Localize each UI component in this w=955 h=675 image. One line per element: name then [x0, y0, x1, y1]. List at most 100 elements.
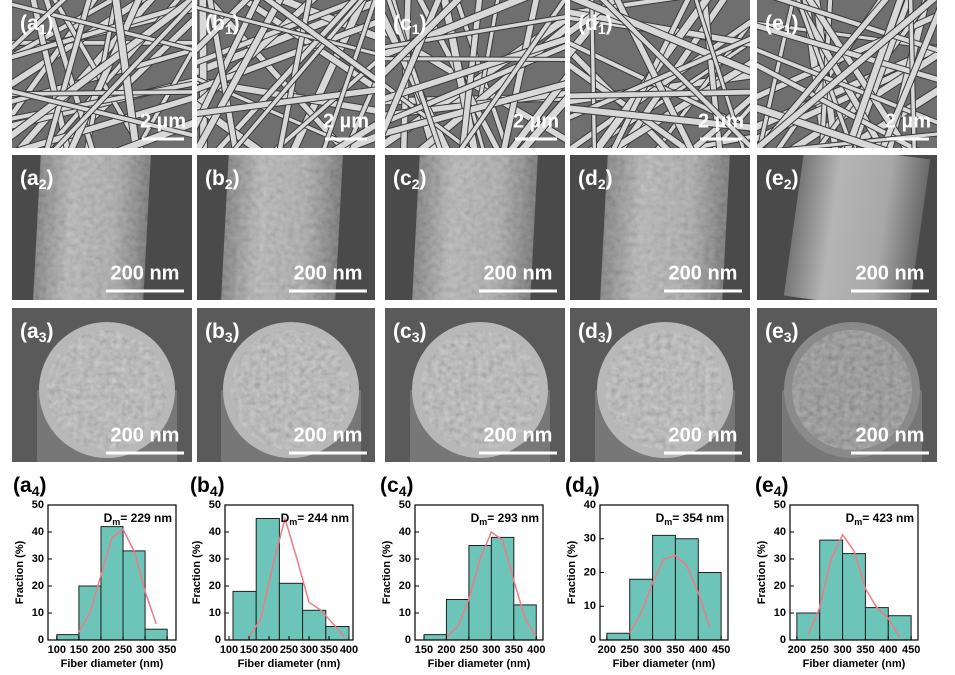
fiber [53, 1, 192, 148]
fiber [17, 95, 192, 148]
y-tick-label: 20 [774, 580, 786, 592]
panel-label: (a2) [20, 167, 53, 192]
panel-label-part: 2 [412, 176, 420, 192]
cross-section-texture [420, 330, 540, 450]
scale-label: 200 nm [669, 262, 738, 284]
panel-label-part: (b [205, 320, 225, 343]
x-tick-label: 250 [621, 644, 639, 656]
fiber [757, 0, 795, 148]
fiber [570, 62, 690, 148]
chart-label-part: ) [593, 474, 600, 497]
annotation-part: m [112, 517, 120, 527]
panel-label-part: (a [20, 167, 39, 190]
sem-image [757, 155, 937, 300]
y-tick-label: 10 [774, 607, 786, 619]
chart-label-part: (e [755, 474, 774, 497]
y-tick-label: 30 [774, 553, 786, 565]
fiber [12, 0, 117, 59]
bar [513, 604, 537, 641]
fiber [775, 0, 937, 53]
fiber-texture [600, 155, 730, 300]
panel-label-part: 2 [39, 176, 47, 192]
fiber [880, 9, 937, 148]
annotation-part: m [479, 517, 487, 527]
y-tick-label: 50 [32, 499, 44, 511]
sem-image [12, 308, 192, 462]
sem-image [385, 308, 565, 462]
fiber [570, 105, 750, 131]
scale-label: 2 µm [140, 110, 186, 132]
x-tick-label: 150 [240, 644, 258, 656]
fiber [197, 78, 375, 114]
chart-label-part: 4 [585, 483, 593, 499]
bar [629, 578, 654, 641]
sem-image [757, 308, 937, 462]
fiber [197, 0, 283, 148]
fiber-body [783, 155, 931, 300]
fiber [459, 0, 482, 148]
bar [302, 609, 327, 641]
panel-label-part: ) [606, 320, 613, 343]
fiber [197, 0, 250, 53]
scale-label: 200 nm [669, 424, 738, 446]
panel-label: (e2) [765, 167, 798, 192]
panel-label: (c3) [393, 320, 426, 345]
panel-label: (c1) [393, 12, 426, 37]
bar [606, 632, 631, 641]
fiber [806, 0, 910, 148]
panel-label-part: ) [46, 320, 53, 343]
sem-image [197, 155, 375, 300]
bar [56, 634, 80, 641]
chart-label: (d4) [565, 474, 600, 499]
panel-label-part: (e [765, 320, 784, 343]
y-tick-label: 10 [32, 607, 44, 619]
panel-label: (b1) [205, 12, 240, 37]
fiber-texture [221, 155, 343, 300]
bar [490, 536, 515, 641]
y-axis-label: Fraction (%) [191, 540, 203, 604]
fiber [199, 0, 207, 148]
panel-label-part: (c [393, 320, 412, 343]
fiber [12, 6, 192, 57]
chart-label-part: ) [39, 474, 46, 497]
fiber [681, 135, 750, 148]
fiber [12, 48, 192, 104]
panel-label-part: ) [791, 167, 798, 190]
sem-image [570, 0, 750, 148]
x-tick-label: 450 [712, 644, 730, 656]
fiber [570, 72, 750, 105]
fiber [12, 89, 192, 138]
fit-curve [445, 530, 537, 638]
chart-label-part: (c [380, 474, 399, 497]
fiber [570, 36, 750, 120]
panel-label-part: 3 [225, 329, 233, 345]
fiber [197, 101, 262, 148]
fiber [570, 89, 750, 99]
fiber [112, 0, 140, 148]
panel-label-part: (d [578, 320, 598, 343]
annotation-part: m [854, 517, 862, 527]
fiber [519, 96, 565, 148]
fiber [757, 23, 937, 82]
fiber [12, 0, 192, 140]
y-tick-label: 10 [399, 607, 411, 619]
y-tick-label: 30 [32, 553, 44, 565]
panel-label-part: (b [205, 167, 225, 190]
x-tick-label: 300 [136, 644, 154, 656]
bar [278, 582, 304, 641]
panel-label: (e3) [765, 320, 798, 345]
x-tick-label: 150 [415, 644, 433, 656]
x-tick-label: 250 [811, 644, 829, 656]
fit-curve [629, 554, 711, 634]
panel-label-part: (e [765, 167, 784, 190]
fiber [385, 57, 565, 61]
x-axis-label: Fiber diameter (nm) [238, 658, 341, 670]
annotation-part: D [281, 511, 290, 525]
fiber [205, 0, 346, 148]
y-tick-label: 30 [399, 553, 411, 565]
chart-label-part: 4 [774, 483, 782, 499]
panel-label-part: (a [20, 12, 39, 35]
fiber [385, 44, 565, 125]
chart-label: (b4) [190, 474, 225, 499]
scale-label: 200 nm [294, 424, 363, 446]
